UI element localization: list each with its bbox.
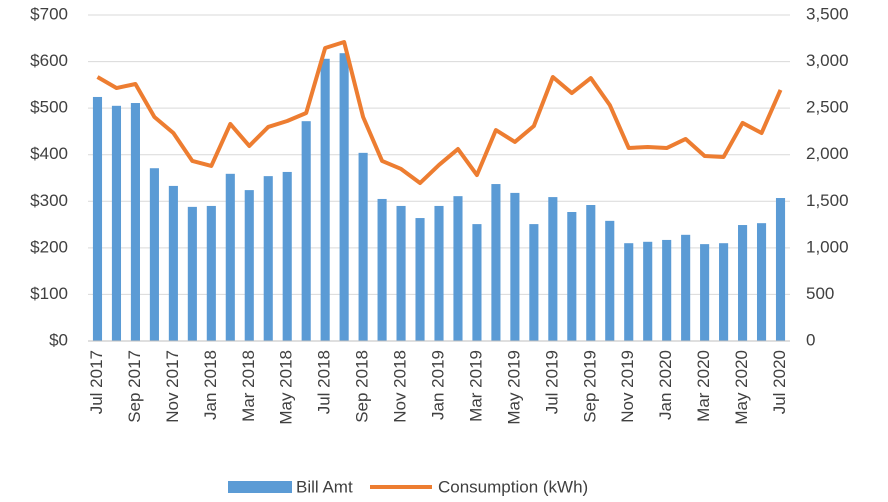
bar [756,223,767,341]
bar [719,243,729,341]
y2-tick-label: 3,000 [806,51,849,70]
x-tick-label: Sep 2019 [580,350,599,423]
x-tick-label: May 2020 [732,350,751,425]
y2-tick-label: 1,500 [806,191,849,210]
bar [282,171,292,341]
y-tick-label: $100 [30,284,68,303]
bar [415,218,425,341]
x-tick-label: Jul 2018 [315,350,334,414]
legend-label: Consumption (kWh) [438,477,588,496]
bar [92,96,103,341]
bar [510,192,520,341]
bar [472,224,482,341]
y2-tick-label: 1,000 [806,237,849,256]
bar [358,152,368,341]
legend-swatch [228,481,292,493]
bar [149,168,159,341]
y2-tick-label: 2,000 [806,144,849,163]
bar [301,121,311,341]
bar [738,225,748,341]
bar [491,184,501,341]
bar [775,198,786,341]
bar [396,205,406,341]
bar [548,197,558,341]
x-tick-label: Mar 2020 [694,350,713,422]
bar [681,234,691,341]
x-tick-label: Nov 2019 [618,350,637,423]
bar [206,205,216,341]
y-tick-label: $0 [49,330,68,349]
x-tick-label: Sep 2018 [353,350,372,423]
bar [263,176,273,341]
bar [225,173,235,341]
bar [643,241,653,341]
x-tick-label: Nov 2017 [163,350,182,423]
bar [320,58,330,342]
bar [130,103,140,342]
bar [453,196,463,341]
x-tick-label: May 2018 [277,350,296,425]
x-tick-label: Jan 2019 [428,350,447,420]
y-tick-label: $200 [30,237,68,256]
x-tick-label: Jul 2019 [542,350,561,414]
bar [700,244,710,341]
x-tick-label: Nov 2018 [391,350,410,423]
bar [187,206,197,341]
line [96,40,783,186]
y-tick-label: $500 [30,98,68,117]
x-tick-label: Jan 2018 [201,350,220,420]
x-tick-label: Jul 2017 [87,350,106,414]
y2-tick-label: 2,500 [806,98,849,117]
y2-tick-label: 3,500 [806,4,849,23]
x-tick-label: Sep 2017 [125,350,144,423]
bar [434,205,444,341]
y2-tick-label: 500 [806,284,834,303]
bar [586,205,596,341]
x-tick-label: Mar 2019 [466,350,485,422]
x-tick-label: Mar 2018 [239,350,258,422]
y2-tick-label: 0 [806,330,815,349]
bar [567,211,577,341]
bar [111,105,122,341]
y-tick-label: $600 [30,51,68,70]
bar [529,224,539,341]
bar [605,220,615,341]
x-tick-label: Jan 2020 [656,350,675,420]
x-tick-label: May 2019 [504,350,523,425]
bar [662,239,672,341]
bar [624,243,634,341]
legend-label: Bill Amt [296,477,353,496]
bar [377,198,387,341]
bar [339,53,349,342]
x-tick-label: Jul 2020 [770,350,789,414]
bar [168,185,178,341]
y-tick-label: $300 [30,191,68,210]
bar [244,190,254,341]
y-tick-label: $700 [30,4,68,23]
y-tick-label: $400 [30,144,68,163]
